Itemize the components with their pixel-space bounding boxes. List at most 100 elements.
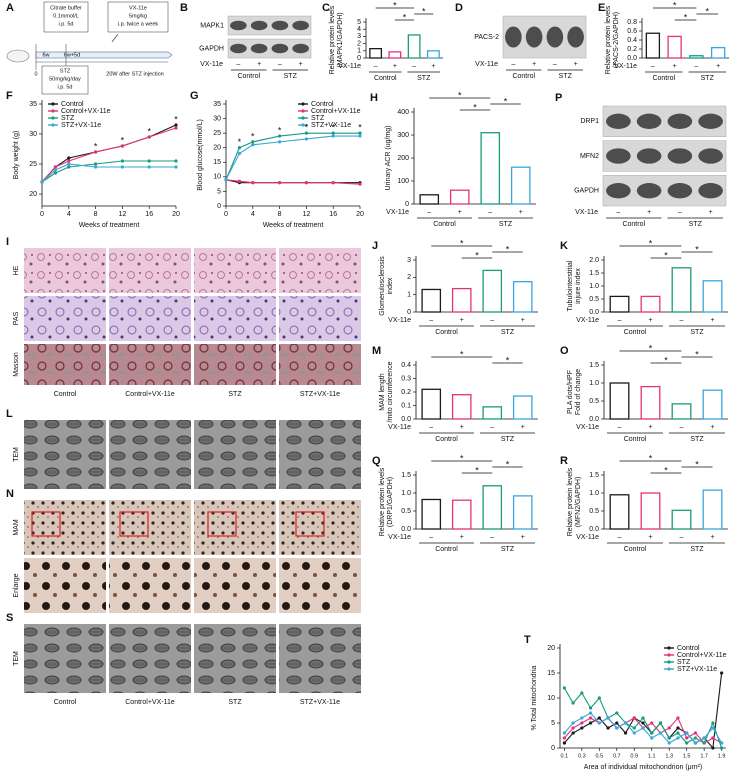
column-label: STZ [228, 391, 242, 398]
significance-label: * [506, 355, 510, 365]
point [588, 706, 593, 710]
series-line [225, 179, 361, 185]
point [331, 134, 335, 138]
point [580, 726, 584, 730]
y-tick-label: 30 [213, 115, 221, 122]
x-tick-label: 0.9 [630, 753, 638, 759]
label: 6w+5d [64, 52, 80, 58]
group-label: STZ [701, 75, 715, 82]
panel-label: E [598, 2, 605, 14]
y-axis-label: injure index [575, 268, 582, 304]
row-label: Enlarge [13, 573, 20, 597]
treatment-sign: – [236, 61, 240, 68]
y-tick-label: 3 [407, 257, 411, 264]
y-axis-label: (PACS-2/GAPDH) [613, 12, 620, 68]
treatment-sign: – [278, 61, 282, 68]
y-tick-label: 25 [29, 161, 37, 168]
treatment-sign: + [574, 61, 578, 68]
bar [640, 492, 661, 530]
significance-label: * [504, 96, 508, 106]
treatment-sign: – [490, 424, 494, 431]
significance-label: * [458, 90, 462, 100]
point [615, 721, 619, 725]
panel-label: Q [372, 455, 381, 467]
treatment-sign: – [511, 61, 515, 68]
legend-marker [667, 646, 671, 650]
panel-label: L [6, 408, 13, 420]
group-label: Control [624, 329, 647, 336]
band [271, 43, 289, 54]
bar [671, 267, 692, 313]
point [67, 162, 71, 166]
group-label: Control [237, 73, 260, 80]
treatment-sign: + [521, 317, 525, 324]
diagram: A Citrate buffer 0.1mmol/L i.p. 5d VX-11… [6, 1, 173, 95]
row-label: VX-11e [386, 209, 409, 216]
micrograph [279, 558, 361, 613]
treatment-sign: – [429, 534, 433, 541]
legend-label: Control [61, 101, 84, 108]
treatment-sign: + [519, 209, 523, 216]
row-label: VX-11e [576, 424, 599, 431]
panel-label: D [455, 2, 463, 14]
point [331, 131, 335, 135]
treatment-sign: – [651, 63, 655, 70]
point [67, 156, 71, 160]
significance-label: * [506, 244, 510, 254]
significance-label: * [705, 6, 709, 16]
point [571, 701, 575, 705]
significance-label: * [460, 238, 464, 248]
group-label: STZ [284, 73, 298, 80]
band [606, 148, 631, 164]
blot-strip [227, 38, 312, 59]
label: 50mg/kg/day [49, 76, 81, 82]
micrograph [194, 500, 276, 555]
legend-marker [51, 116, 55, 120]
point [147, 135, 151, 139]
point [53, 165, 58, 169]
panel-label: G [190, 90, 199, 102]
significance-label: * [251, 131, 255, 141]
y-axis-label: Tubulointerstitial [567, 260, 574, 311]
x-tick-label: 0.3 [578, 753, 586, 759]
point [685, 741, 689, 745]
micrograph [24, 420, 106, 489]
treatment-sign: – [553, 61, 557, 68]
legend-marker [51, 109, 55, 113]
band-label: DRP1 [580, 118, 599, 125]
series-line [41, 124, 177, 183]
bar [671, 509, 692, 530]
y-tick-label: 2 [357, 40, 361, 47]
y-tick-label: 1.5 [589, 362, 599, 369]
point [278, 181, 282, 185]
axis [559, 644, 726, 749]
micrograph [24, 344, 106, 385]
point [615, 726, 619, 730]
bar [667, 35, 682, 59]
y-tick-label: 0.3 [401, 375, 411, 382]
y-tick-label: 0.4 [627, 37, 637, 44]
point [676, 716, 680, 720]
point [237, 146, 241, 150]
point [174, 165, 178, 169]
point [174, 123, 178, 127]
micrograph [279, 248, 361, 293]
point [711, 736, 715, 740]
label: 0 [34, 71, 37, 77]
point [667, 741, 671, 745]
legend-label: Control [677, 645, 700, 652]
row-label: VX-11e [614, 63, 637, 70]
y-axis-label: Relative protein levels [567, 467, 574, 536]
row-label: MAM [13, 519, 20, 536]
y-tick-label: 0 [405, 201, 409, 208]
significance-label: * [94, 141, 98, 151]
point [331, 181, 335, 185]
point [720, 671, 724, 675]
treatment-sign: + [648, 317, 652, 324]
point [358, 182, 362, 186]
point [702, 736, 706, 740]
point [304, 137, 308, 141]
y-tick-label: 5 [551, 720, 555, 727]
column-label: Control [54, 391, 77, 398]
x-tick-label: 4 [251, 211, 255, 218]
